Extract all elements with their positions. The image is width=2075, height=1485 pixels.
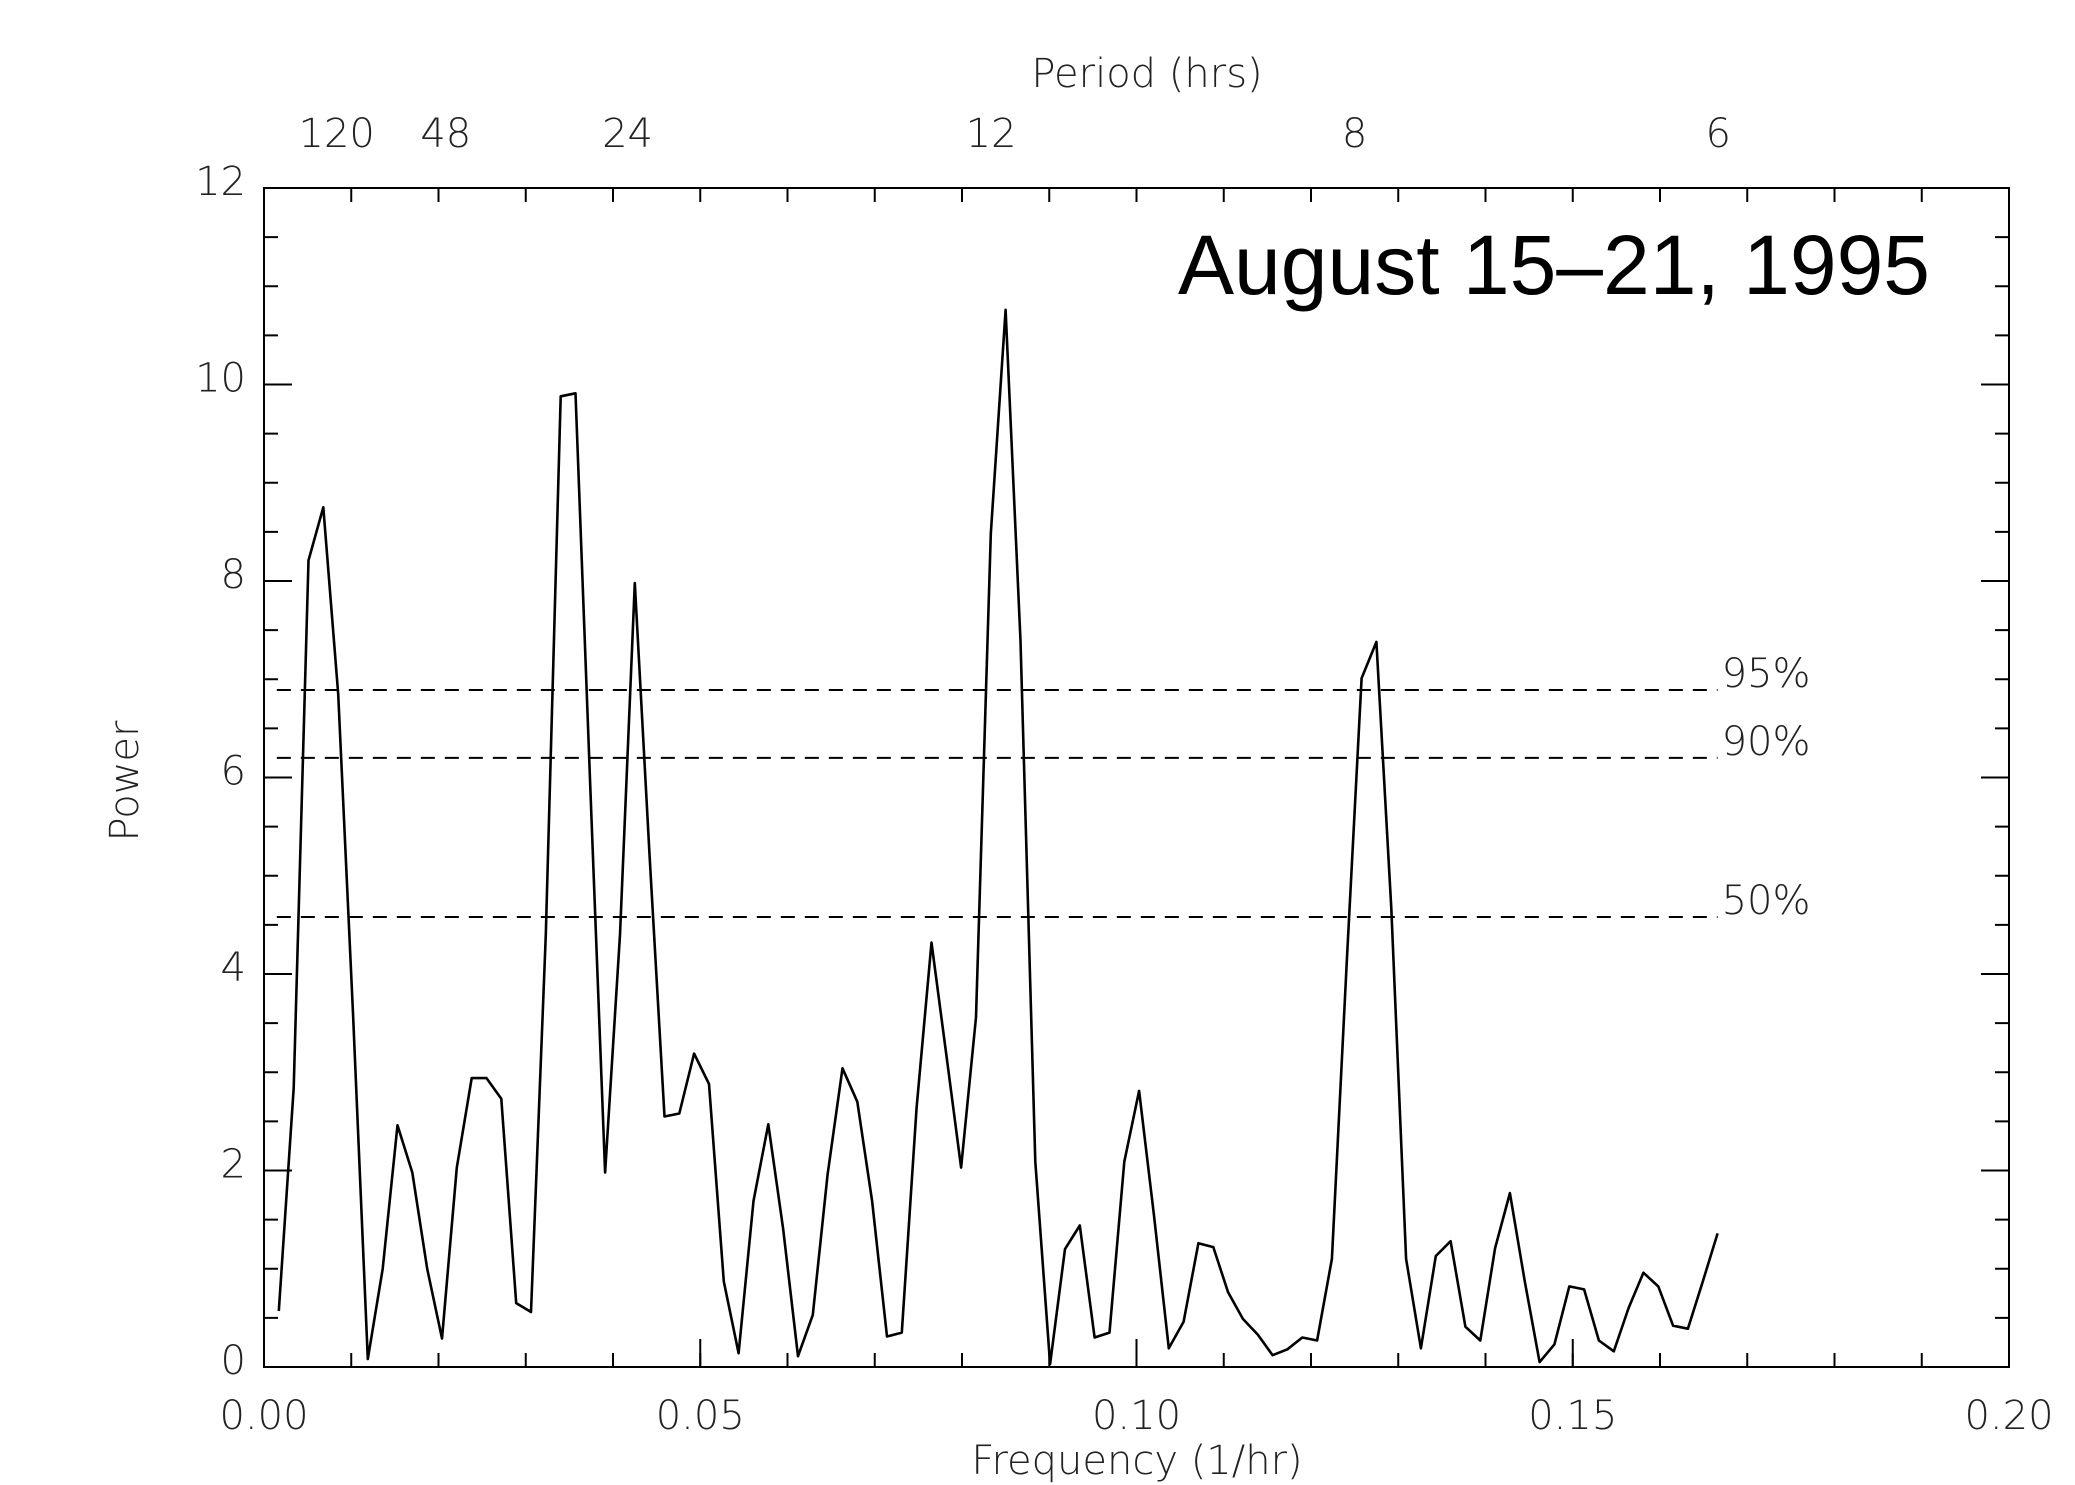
y-tick-label: 10 [195, 356, 246, 402]
y-tick-label: 4 [221, 945, 246, 991]
threshold-label: 90% [1722, 719, 1811, 765]
power-line [277, 308, 1719, 1366]
period-axis-title: Period (hrs) [1031, 51, 1262, 97]
y-tick-label: 8 [221, 552, 246, 598]
period-tick-label: 8 [1342, 111, 1367, 157]
x-tick-label: 0.05 [656, 1393, 745, 1439]
threshold-label: 95% [1722, 651, 1811, 697]
annotation: August 15–21, 1995 [1178, 218, 1930, 312]
x-tick-label: 0.20 [1964, 1393, 2053, 1439]
period-tick-label: 120 [299, 111, 375, 157]
y-tick-label: 0 [221, 1338, 246, 1384]
x-axis-title: Frequency (1/hr) [971, 1438, 1302, 1484]
period-tick-label: 6 [1705, 111, 1730, 157]
plot-frame [263, 187, 2010, 1368]
threshold-label: 50% [1722, 878, 1811, 924]
y-tick-label: 12 [195, 159, 246, 205]
y-tick-label: 2 [221, 1142, 246, 1188]
y-axis-title: Power [102, 720, 148, 841]
x-tick-label: 0.00 [219, 1393, 308, 1439]
x-tick-label: 0.15 [1528, 1393, 1617, 1439]
period-tick-label: 24 [602, 111, 653, 157]
x-tick-label: 0.10 [1092, 1393, 1181, 1439]
y-tick-label: 6 [221, 749, 246, 795]
period-tick-label: 48 [420, 111, 471, 157]
period-tick-label: 12 [966, 111, 1017, 157]
